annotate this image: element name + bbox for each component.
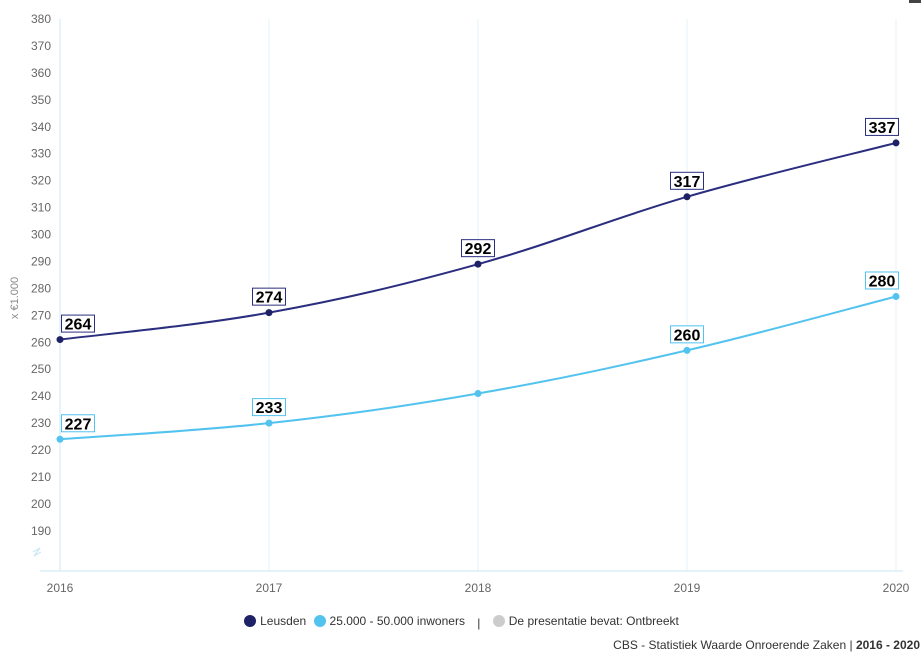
data-point-leusden-2016 bbox=[56, 336, 64, 344]
data-point-inwoners-2016 bbox=[56, 435, 64, 443]
data-label-box-inwoners-2019 bbox=[670, 325, 704, 344]
source-years: 2016 - 2020 bbox=[855, 638, 920, 652]
data-labels: 264 274 292 317 337 227 233 260 280 bbox=[61, 117, 899, 433]
x-tick-2016: 2016 bbox=[47, 581, 74, 595]
menu-icon[interactable] bbox=[909, 0, 921, 3]
x-tick-2020: 2020 bbox=[883, 581, 910, 595]
y-tick-300: 300 bbox=[31, 228, 51, 242]
y-tick-240: 240 bbox=[31, 389, 51, 403]
x-axis-ticks: 2016 2017 2018 2019 2020 bbox=[47, 581, 910, 595]
data-label-box-inwoners-2016 bbox=[61, 414, 95, 433]
data-label-box-leusden-2016 bbox=[61, 314, 95, 333]
data-label-leusden-2019: 317 bbox=[674, 174, 701, 191]
data-label-box-leusden-2018 bbox=[461, 239, 495, 258]
series-lines bbox=[56, 139, 900, 443]
line-chart: 190 200 210 220 230 240 250 260 270 280 290 300 310 3… bbox=[9, 12, 910, 595]
legend-marker-inwoners bbox=[313, 615, 326, 627]
y-tick-230: 230 bbox=[31, 416, 51, 430]
y-tick-280: 280 bbox=[31, 281, 51, 295]
data-point-inwoners-2019 bbox=[683, 346, 691, 354]
grid-lines bbox=[32, 19, 903, 572]
y-tick-200: 200 bbox=[31, 497, 51, 511]
legend-item-inwoners[interactable]: 25.000 - 50.000 inwoners bbox=[313, 614, 465, 628]
data-label-box-leusden-2019 bbox=[670, 171, 704, 190]
legend-label-inwoners: 25.000 - 50.000 inwoners bbox=[329, 614, 465, 628]
legend-separator: | bbox=[477, 616, 481, 630]
y-tick-310: 310 bbox=[31, 201, 51, 215]
y-tick-320: 320 bbox=[31, 174, 51, 188]
y-tick-190: 190 bbox=[31, 524, 51, 538]
data-point-leusden-2020 bbox=[892, 139, 900, 147]
x-tick-2019: 2019 bbox=[674, 581, 701, 595]
x-tick-2018: 2018 bbox=[465, 581, 492, 595]
data-label-box-leusden-2020 bbox=[865, 117, 899, 136]
legend-item-leusden[interactable]: Leusden bbox=[244, 614, 306, 628]
y-tick-360: 360 bbox=[31, 66, 51, 80]
y-tick-290: 290 bbox=[31, 254, 51, 268]
data-label-inwoners-2020: 280 bbox=[869, 273, 896, 290]
source-text: CBS - Statistiek Waarde Onroerende Zaken… bbox=[613, 638, 856, 652]
data-label-leusden-2020: 337 bbox=[869, 120, 896, 137]
data-label-leusden-2017: 274 bbox=[256, 290, 283, 307]
data-point-inwoners-2018 bbox=[474, 389, 482, 397]
data-point-inwoners-2017 bbox=[265, 419, 273, 427]
data-label-inwoners-2019: 260 bbox=[674, 327, 701, 344]
y-tick-330: 330 bbox=[31, 147, 51, 161]
data-label-box-leusden-2017 bbox=[252, 287, 286, 306]
y-tick-340: 340 bbox=[31, 120, 51, 134]
legend-item-missing: De presentatie bevat: Ontbreekt bbox=[492, 614, 679, 628]
y-tick-250: 250 bbox=[31, 362, 51, 376]
data-label-box-inwoners-2017 bbox=[252, 398, 286, 417]
source-note: CBS - Statistiek Waarde Onroerende Zaken… bbox=[613, 638, 920, 652]
y-tick-370: 370 bbox=[31, 39, 51, 53]
data-label-box-inwoners-2020 bbox=[865, 271, 899, 290]
data-point-inwoners-2020 bbox=[892, 292, 900, 300]
data-point-leusden-2019 bbox=[683, 193, 691, 201]
y-axis-label: x €1.000 bbox=[9, 277, 21, 319]
legend-label-leusden: Leusden bbox=[260, 614, 307, 628]
legend-marker-leusden bbox=[244, 615, 257, 627]
x-tick-2017: 2017 bbox=[256, 581, 283, 595]
y-tick-260: 260 bbox=[31, 335, 51, 349]
y-tick-350: 350 bbox=[31, 93, 51, 107]
legend-marker-missing bbox=[492, 615, 505, 627]
data-point-leusden-2017 bbox=[265, 309, 273, 317]
data-label-inwoners-2016: 227 bbox=[65, 416, 92, 433]
y-tick-380: 380 bbox=[31, 12, 51, 26]
y-axis-ticks: 190 200 210 220 230 240 250 260 270 280 290 300 310 3… bbox=[31, 12, 51, 538]
y-tick-220: 220 bbox=[31, 443, 51, 457]
data-label-leusden-2018: 292 bbox=[465, 241, 492, 258]
data-label-leusden-2016: 264 bbox=[65, 317, 92, 334]
legend: Leusden 25.000 - 50.000 inwoners | De pr… bbox=[0, 614, 923, 630]
legend-label-missing: De presentatie bevat: Ontbreekt bbox=[508, 614, 679, 628]
data-label-inwoners-2017: 233 bbox=[256, 400, 283, 417]
y-tick-270: 270 bbox=[31, 308, 51, 322]
axis-break-icon bbox=[32, 547, 42, 557]
y-tick-210: 210 bbox=[31, 470, 51, 484]
data-point-leusden-2018 bbox=[474, 260, 482, 268]
